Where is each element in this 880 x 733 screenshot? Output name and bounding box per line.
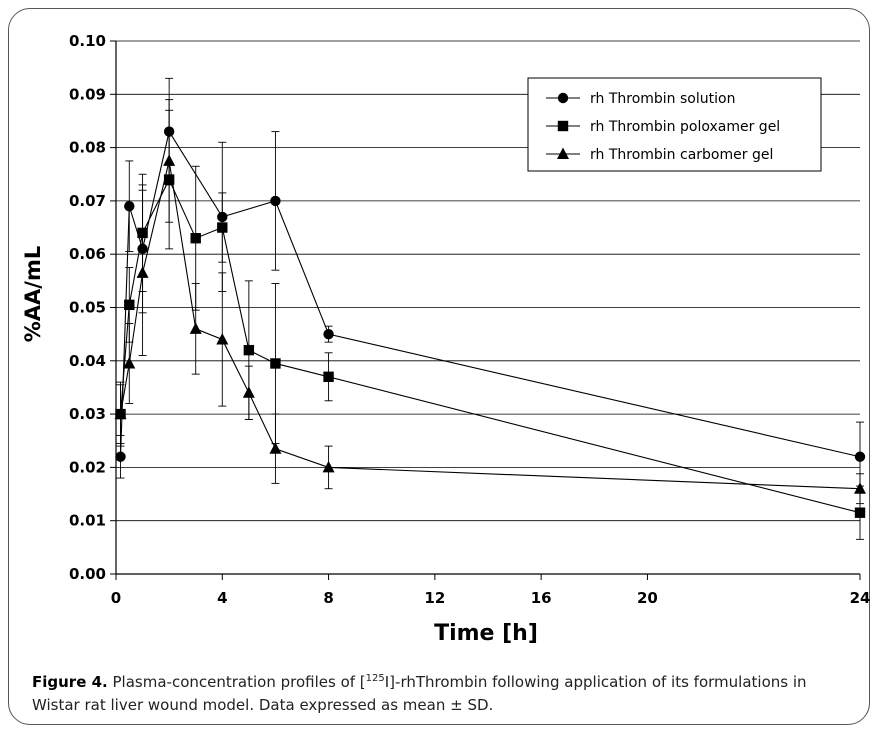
data-point-square [190, 233, 201, 244]
x-tick-label: 4 [217, 589, 227, 607]
y-tick-label: 0.01 [69, 512, 106, 530]
legend-item: rh Thrombin carbomer gel [546, 147, 773, 163]
legend-marker-circle [557, 92, 569, 104]
legend-marker-square [557, 120, 569, 132]
series-line-circle [119, 130, 861, 458]
x-tick-label: 8 [323, 589, 333, 607]
line-chart: 0.00 0.01 0.02 0.03 0.04 0.05 0.06 0.07 0.08 0.09… [21, 32, 871, 646]
y-tick-labels: 0.00 0.01 0.02 0.03 0.04 0.05 0.06 0.07 0.08 0.09… [69, 32, 106, 583]
y-tick-label: 0.02 [69, 458, 106, 476]
data-point-triangle [163, 154, 176, 166]
x-tick-label: 16 [531, 589, 552, 607]
data-point-circle [124, 201, 135, 212]
x-tick-label: 0 [111, 589, 121, 607]
series-line-square [119, 178, 861, 514]
x-axis-title: Time [h] [434, 621, 538, 646]
data-point-square [323, 371, 334, 382]
data-point-triangle [854, 482, 866, 494]
data-point-triangle [136, 266, 149, 278]
caption-text-end: I]-rhThrombin following application of i… [32, 673, 807, 714]
caption-label: Figure 4. [32, 673, 108, 691]
y-tick-label: 0.09 [69, 85, 106, 103]
legend-marker-triangle [557, 147, 569, 159]
legend-label: rh Thrombin carbomer gel [590, 147, 773, 163]
series-markers [114, 126, 866, 518]
data-point-circle [137, 243, 148, 255]
data-point-square [217, 222, 228, 233]
legend-label: rh Thrombin solution [590, 91, 735, 107]
y-tick-label: 0.10 [69, 32, 106, 50]
figure-frame [8, 8, 870, 725]
data-point-square [163, 174, 175, 185]
y-tick-label: 0.04 [69, 352, 106, 370]
legend: rh Thrombin solution rh Thrombin poloxame… [527, 77, 822, 172]
legend-label: rh Thrombin poloxamer gel [590, 119, 780, 135]
x-tick-label: 12 [424, 589, 445, 607]
data-point-triangle [242, 386, 255, 398]
y-tick-label: 0.06 [69, 245, 106, 263]
caption-text-start: Plasma-concentration profiles of [ [112, 673, 366, 691]
x-tick-labels: 0 4 8 12 16 20 24 [111, 589, 871, 607]
axes [115, 41, 861, 580]
data-point-circle [163, 126, 175, 137]
grid-lines [110, 40, 860, 575]
legend-item: rh Thrombin poloxamer gel [546, 119, 780, 135]
data-point-square [270, 358, 281, 369]
caption-superscript: 125 [365, 673, 385, 684]
legend-box [527, 77, 822, 172]
y-axis-title: %AA/mL [21, 246, 45, 342]
data-point-square [137, 227, 148, 239]
data-point-circle [323, 328, 334, 340]
series-lines [119, 130, 861, 514]
data-point-triangle [216, 332, 229, 345]
legend-item: rh Thrombin solution [546, 91, 735, 107]
data-point-square [243, 344, 255, 356]
y-tick-label: 0.00 [69, 565, 106, 583]
data-point-triangle [114, 407, 127, 420]
y-tick-label: 0.08 [69, 139, 106, 157]
y-tick-label: 0.05 [69, 299, 106, 317]
figure-caption: Figure 4. Plasma-concentration profiles … [32, 667, 857, 717]
data-point-triangle [269, 442, 282, 454]
data-point-circle [115, 451, 126, 462]
x-tick-label: 20 [637, 589, 658, 607]
data-point-square [854, 507, 866, 518]
data-point-triangle [123, 356, 136, 369]
data-point-square [124, 299, 135, 311]
data-point-circle [217, 211, 228, 223]
data-point-circle [854, 451, 866, 462]
x-tick-label: 24 [850, 589, 871, 607]
data-point-triangle [322, 460, 335, 473]
data-point-circle [270, 195, 281, 207]
data-point-triangle [189, 322, 202, 334]
y-tick-label: 0.03 [69, 405, 106, 423]
y-tick-label: 0.07 [69, 192, 106, 210]
series-line-triangle [119, 160, 861, 490]
